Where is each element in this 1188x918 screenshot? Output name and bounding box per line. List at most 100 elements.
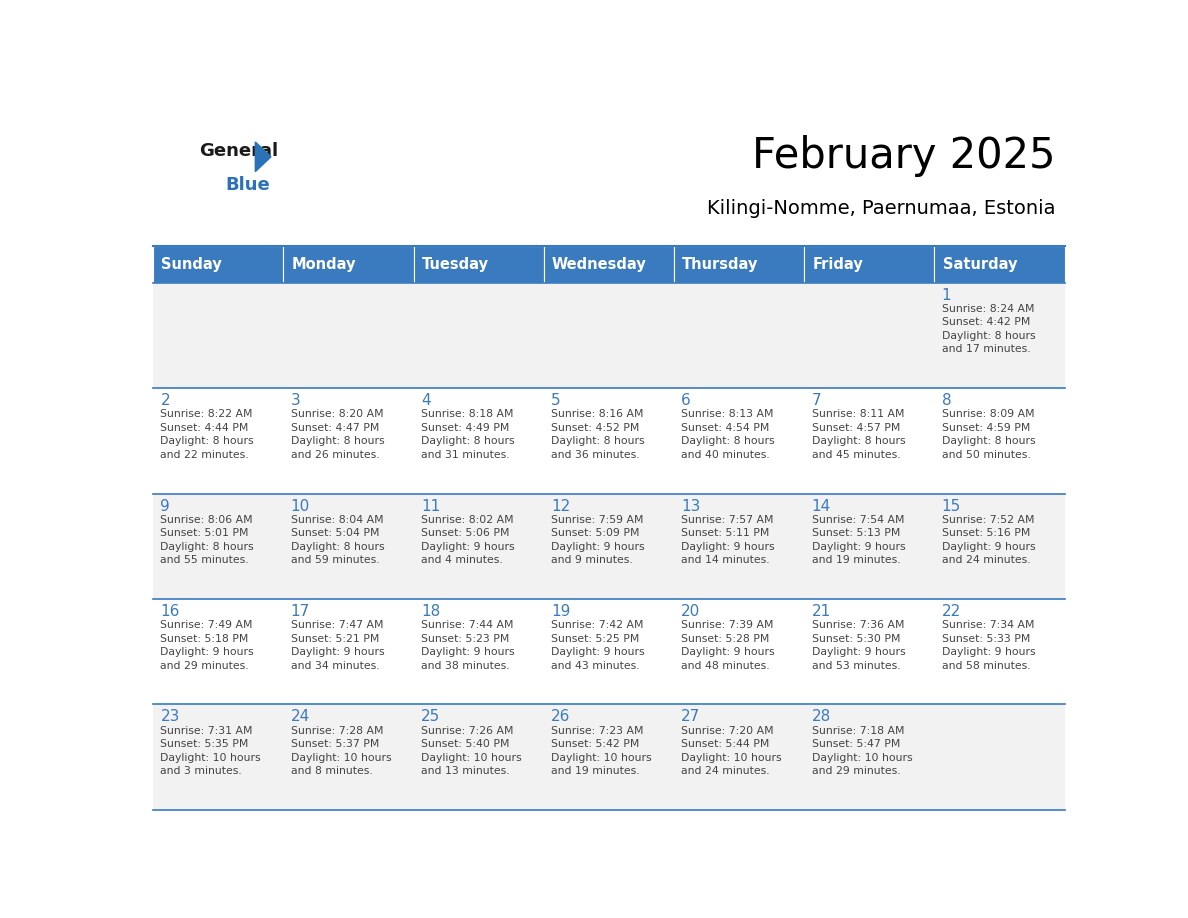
Text: Sunset: 5:35 PM: Sunset: 5:35 PM [160,739,248,749]
Text: and 13 minutes.: and 13 minutes. [421,766,510,776]
Text: and 31 minutes.: and 31 minutes. [421,450,510,460]
Bar [413,494,544,599]
Text: Daylight: 8 hours: Daylight: 8 hours [942,436,1036,446]
Bar [674,388,804,494]
Text: Sunrise: 7:42 AM: Sunrise: 7:42 AM [551,621,644,631]
Text: Daylight: 9 hours: Daylight: 9 hours [942,542,1036,552]
Text: and 26 minutes.: and 26 minutes. [291,450,379,460]
Text: Sunrise: 7:23 AM: Sunrise: 7:23 AM [551,726,644,735]
Text: Sunrise: 7:59 AM: Sunrise: 7:59 AM [551,515,644,525]
Bar [935,246,1064,283]
Text: 20: 20 [682,604,701,619]
Text: Sunrise: 7:18 AM: Sunrise: 7:18 AM [811,726,904,735]
Bar [413,704,544,810]
Text: Tuesday: Tuesday [422,257,488,272]
Text: 4: 4 [421,393,430,408]
Text: and 14 minutes.: and 14 minutes. [682,555,770,565]
Text: Daylight: 8 hours: Daylight: 8 hours [291,436,384,446]
Text: Monday: Monday [291,257,356,272]
Text: Sunset: 5:28 PM: Sunset: 5:28 PM [682,633,770,644]
Text: Sunrise: 7:36 AM: Sunrise: 7:36 AM [811,621,904,631]
Text: 15: 15 [942,498,961,513]
Text: Sunrise: 8:13 AM: Sunrise: 8:13 AM [682,409,773,420]
Bar [935,704,1064,810]
Bar [674,599,804,704]
Text: and 55 minutes.: and 55 minutes. [160,555,249,565]
Text: and 8 minutes.: and 8 minutes. [291,766,372,776]
Text: Sunset: 5:40 PM: Sunset: 5:40 PM [421,739,510,749]
Text: Sunrise: 7:52 AM: Sunrise: 7:52 AM [942,515,1035,525]
Text: Friday: Friday [813,257,864,272]
Text: Daylight: 8 hours: Daylight: 8 hours [160,436,254,446]
Bar [544,704,674,810]
Bar [935,388,1064,494]
Text: 28: 28 [811,710,830,724]
Text: 25: 25 [421,710,440,724]
Text: and 24 minutes.: and 24 minutes. [682,766,770,776]
Bar [935,283,1064,388]
Text: Daylight: 10 hours: Daylight: 10 hours [551,753,652,763]
Text: Sunset: 4:59 PM: Sunset: 4:59 PM [942,422,1030,432]
Text: Daylight: 9 hours: Daylight: 9 hours [811,647,905,657]
Text: Sunset: 5:11 PM: Sunset: 5:11 PM [682,528,770,538]
Text: Sunrise: 7:57 AM: Sunrise: 7:57 AM [682,515,773,525]
Text: Sunset: 4:44 PM: Sunset: 4:44 PM [160,422,248,432]
Text: 1: 1 [942,287,952,303]
Text: Daylight: 9 hours: Daylight: 9 hours [421,647,514,657]
Text: Sunrise: 8:22 AM: Sunrise: 8:22 AM [160,409,253,420]
Bar [674,283,804,388]
Text: 2: 2 [160,393,170,408]
Text: Sunrise: 8:16 AM: Sunrise: 8:16 AM [551,409,644,420]
Polygon shape [255,142,271,172]
Bar [283,283,413,388]
Text: Sunrise: 8:04 AM: Sunrise: 8:04 AM [291,515,384,525]
Text: Sunrise: 8:09 AM: Sunrise: 8:09 AM [942,409,1035,420]
Text: 10: 10 [291,498,310,513]
Text: Sunrise: 8:20 AM: Sunrise: 8:20 AM [291,409,384,420]
Text: and 45 minutes.: and 45 minutes. [811,450,901,460]
Bar [153,283,283,388]
Text: Sunrise: 8:11 AM: Sunrise: 8:11 AM [811,409,904,420]
Bar [283,388,413,494]
Text: Daylight: 9 hours: Daylight: 9 hours [682,647,775,657]
Text: Sunset: 5:44 PM: Sunset: 5:44 PM [682,739,770,749]
Text: and 22 minutes.: and 22 minutes. [160,450,249,460]
Text: 23: 23 [160,710,179,724]
Text: Sunset: 4:47 PM: Sunset: 4:47 PM [291,422,379,432]
Text: and 58 minutes.: and 58 minutes. [942,661,1030,670]
Text: Kilingi-Nomme, Paernumaa, Estonia: Kilingi-Nomme, Paernumaa, Estonia [707,198,1055,218]
Text: Sunset: 5:42 PM: Sunset: 5:42 PM [551,739,639,749]
Text: Daylight: 10 hours: Daylight: 10 hours [291,753,391,763]
Text: Daylight: 8 hours: Daylight: 8 hours [682,436,775,446]
Text: and 48 minutes.: and 48 minutes. [682,661,770,670]
Text: Sunrise: 7:49 AM: Sunrise: 7:49 AM [160,621,253,631]
Bar [544,246,674,283]
Text: Sunset: 5:13 PM: Sunset: 5:13 PM [811,528,901,538]
Text: February 2025: February 2025 [752,135,1055,177]
Text: and 43 minutes.: and 43 minutes. [551,661,639,670]
Text: and 59 minutes.: and 59 minutes. [291,555,379,565]
Text: Sunrise: 7:31 AM: Sunrise: 7:31 AM [160,726,253,735]
Bar [283,246,413,283]
Text: and 9 minutes.: and 9 minutes. [551,555,633,565]
Text: Sunset: 5:21 PM: Sunset: 5:21 PM [291,633,379,644]
Text: Sunset: 5:47 PM: Sunset: 5:47 PM [811,739,901,749]
Text: and 38 minutes.: and 38 minutes. [421,661,510,670]
Text: Sunset: 5:01 PM: Sunset: 5:01 PM [160,528,249,538]
Text: 3: 3 [291,393,301,408]
Text: Sunrise: 7:26 AM: Sunrise: 7:26 AM [421,726,513,735]
Text: 26: 26 [551,710,570,724]
Bar [804,704,935,810]
Bar [935,599,1064,704]
Bar [153,388,283,494]
Text: Sunset: 4:54 PM: Sunset: 4:54 PM [682,422,770,432]
Bar [674,494,804,599]
Text: 22: 22 [942,604,961,619]
Text: Sunrise: 7:44 AM: Sunrise: 7:44 AM [421,621,513,631]
Text: 8: 8 [942,393,952,408]
Text: and 3 minutes.: and 3 minutes. [160,766,242,776]
Text: Sunrise: 7:39 AM: Sunrise: 7:39 AM [682,621,773,631]
Text: 11: 11 [421,498,440,513]
Text: Daylight: 8 hours: Daylight: 8 hours [291,542,384,552]
Text: Sunset: 5:37 PM: Sunset: 5:37 PM [291,739,379,749]
